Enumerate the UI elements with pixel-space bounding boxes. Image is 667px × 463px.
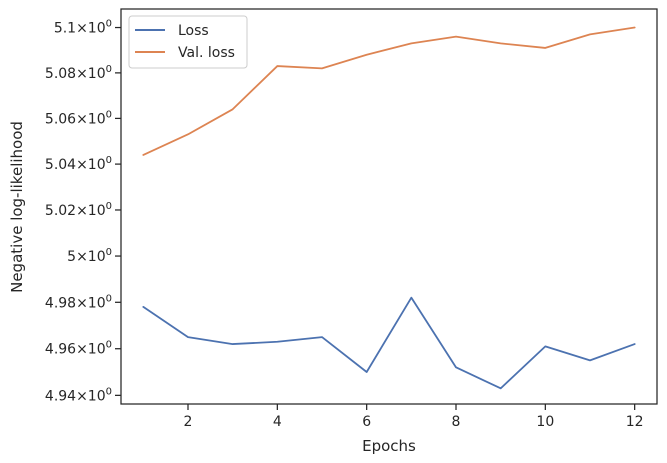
x-tick-label: 4 xyxy=(273,414,282,430)
x-tick-label: 8 xyxy=(452,414,461,430)
plot-area xyxy=(120,8,658,405)
x-axis-ticks: 2 4 6 8 10 12 xyxy=(184,404,644,430)
y-tick-label: 5.08×100 xyxy=(45,64,112,82)
x-axis-label: Epochs xyxy=(362,437,416,455)
x-tick-label: 2 xyxy=(184,414,193,430)
y-tick-label: 5.04×100 xyxy=(45,155,112,173)
y-tick-label: 4.98×100 xyxy=(45,293,112,311)
y-tick-label: 5.06×100 xyxy=(45,109,112,127)
y-axis-ticks: 4.94×100 4.96×100 4.98×100 5×100 5.02×100 5.0… xyxy=(45,19,121,404)
series-line-val-loss xyxy=(142,26,636,156)
y-tick-label: 5.02×100 xyxy=(45,201,112,219)
series-lines xyxy=(142,26,636,390)
y-tick-label: 4.94×100 xyxy=(45,386,112,404)
x-tick-label: 10 xyxy=(536,414,554,430)
y-tick-label: 4.96×100 xyxy=(45,340,112,358)
legend-label-loss: Loss xyxy=(178,23,209,39)
y-tick-label: 5.1×100 xyxy=(54,19,112,37)
y-tick-label: 5×100 xyxy=(67,247,112,265)
y-axis-label: Negative log-likelihood xyxy=(8,121,26,293)
series-line-loss xyxy=(142,296,636,390)
legend-label-val-loss: Val. loss xyxy=(178,45,235,61)
x-tick-label: 12 xyxy=(626,414,644,430)
legend: Loss Val. loss xyxy=(128,15,248,69)
x-tick-label: 6 xyxy=(362,414,371,430)
